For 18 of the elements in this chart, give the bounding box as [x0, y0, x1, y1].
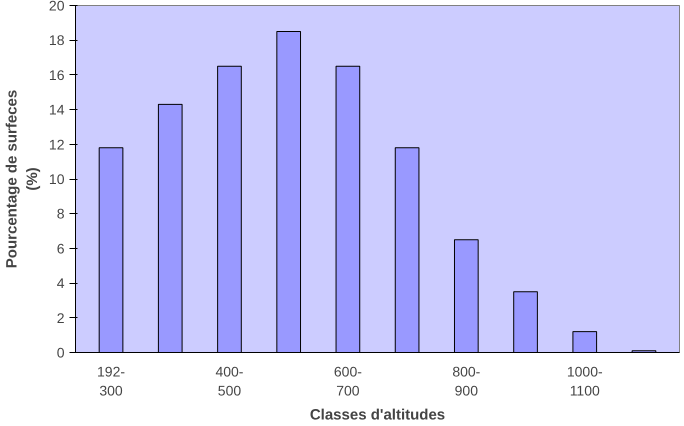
y-tick-label: 2 — [56, 310, 65, 326]
y-tick-label: 12 — [48, 136, 65, 152]
x-tick-label: 192- 300 — [97, 364, 126, 399]
y-tick-label: 14 — [48, 102, 65, 118]
y-tick-label: 0 — [56, 344, 65, 360]
y-tick-label: 18 — [48, 32, 65, 48]
x-tick-label: 400- 500 — [215, 364, 244, 399]
y-tick-label: 8 — [56, 206, 65, 222]
y-tick-label: 6 — [56, 240, 65, 256]
x-axis-title: Classes d'altitudes — [310, 406, 446, 424]
y-axis-title: Pourcentage de surfeces (%) — [4, 90, 41, 268]
y-tick-label: 20 — [48, 0, 65, 14]
x-tick-label: 600- 700 — [334, 364, 362, 399]
y-tick-label: 10 — [48, 171, 65, 187]
y-tick-label: 16 — [48, 66, 65, 83]
x-tick-label: 800- 900 — [452, 364, 481, 399]
y-tick-label: 4 — [56, 275, 65, 292]
x-tick-label: 1000- 1100 — [566, 364, 603, 399]
